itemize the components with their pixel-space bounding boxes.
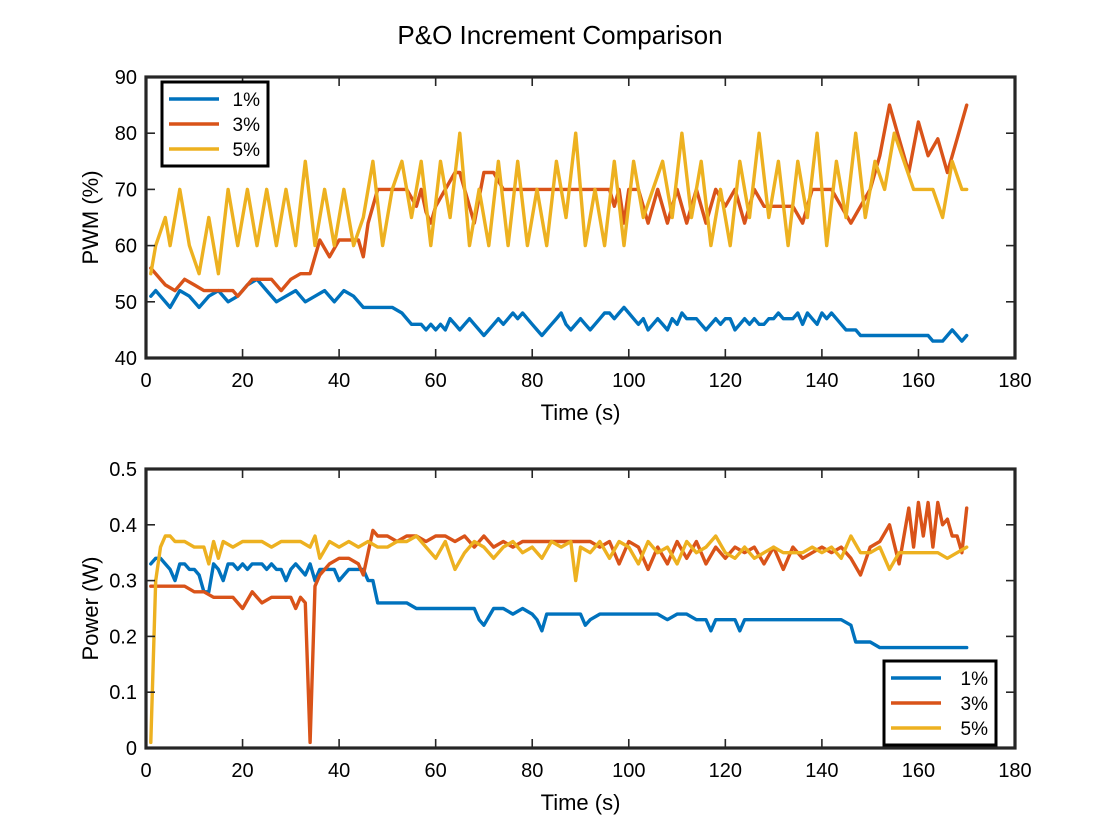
x-tick-label: 100	[612, 370, 645, 392]
x-tick-label: 140	[805, 760, 838, 782]
y-tick-label: 90	[115, 67, 137, 89]
legend-label-3pct: 3%	[233, 115, 261, 136]
y-tick-label: 0.2	[109, 626, 137, 648]
x-tick-label: 120	[709, 370, 742, 392]
x-tick-label: 120	[709, 760, 742, 782]
x-tick-label: 20	[231, 370, 253, 392]
y-tick-label: 70	[115, 179, 137, 201]
legend: 1% 3% 5%	[160, 80, 270, 168]
power-plot: 0 20 40 60 80 100 120 140 160 180 0 0.1 0.2 0.3 0.4 0.5…	[78, 459, 1032, 815]
y-axis-label: Power (W)	[78, 557, 103, 661]
x-tick-label: 0	[140, 370, 151, 392]
legend-label-5pct: 5%	[233, 140, 261, 161]
y-tick-label: 0.3	[109, 571, 137, 593]
x-tick-label: 160	[902, 760, 935, 782]
x-tick-label: 180	[998, 370, 1031, 392]
legend-label-5pct: 5%	[961, 719, 989, 740]
x-tick-label: 80	[521, 370, 543, 392]
y-tick-label: 0.4	[109, 515, 137, 537]
series-group	[149, 103, 969, 343]
series-line-3pct	[149, 103, 969, 298]
y-tick-label: 0.1	[109, 682, 137, 704]
series-line-3pct	[149, 500, 969, 745]
y-tick-label: 50	[115, 292, 137, 314]
y-tick-label: 60	[115, 236, 137, 258]
plot-area	[146, 469, 1015, 748]
axes-box	[144, 467, 1017, 750]
legend: 1% 3% 5%	[882, 659, 998, 747]
x-tick-label: 40	[328, 370, 350, 392]
series-line-5pct	[149, 131, 969, 276]
series-group	[149, 500, 969, 745]
x-tick-label: 0	[140, 760, 151, 782]
x-tick-label: 20	[231, 760, 253, 782]
x-tick-label: 160	[902, 370, 935, 392]
legend-label-1pct: 1%	[961, 669, 989, 690]
series-line-5pct	[149, 534, 969, 745]
figure-title: P&O Increment Comparison	[397, 20, 722, 50]
plot-area	[146, 77, 1015, 358]
x-tick-label: 140	[805, 370, 838, 392]
x-axis-label: Time (s)	[541, 400, 621, 425]
x-tick-label: 100	[612, 760, 645, 782]
x-tick-label: 60	[425, 760, 447, 782]
series-line-1pct	[149, 556, 969, 650]
y-axis-label: PWM (%)	[78, 170, 103, 264]
axes-box	[144, 75, 1017, 360]
x-tick-label: 60	[425, 370, 447, 392]
pwm-plot: 0 20 40 60 80 100 120 140 160 180 40 50 60 70 80 90 Time…	[78, 67, 1032, 425]
x-tick-label: 40	[328, 760, 350, 782]
legend-label-1pct: 1%	[233, 90, 261, 111]
y-tick-label: 0	[126, 738, 137, 760]
series-line-1pct	[149, 277, 969, 343]
x-tick-label: 180	[998, 760, 1031, 782]
y-tick-label: 80	[115, 123, 137, 145]
x-tick-label: 80	[521, 760, 543, 782]
legend-label-3pct: 3%	[961, 694, 989, 715]
y-tick-label: 40	[115, 348, 137, 370]
y-tick-label: 0.5	[109, 459, 137, 481]
x-axis-label: Time (s)	[541, 790, 621, 815]
